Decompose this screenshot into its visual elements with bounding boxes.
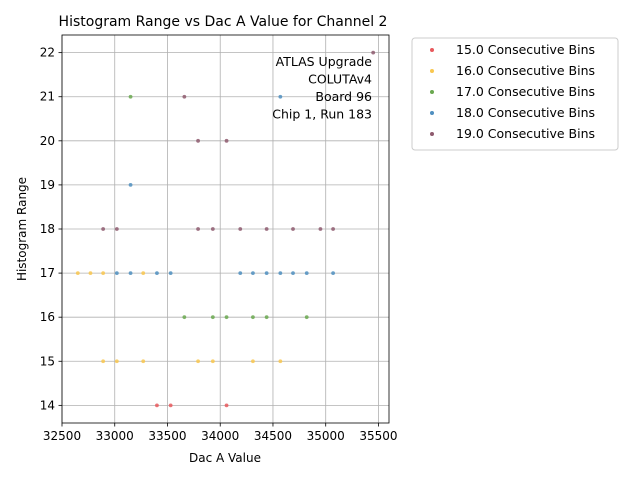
legend-marker [430,90,434,94]
scatter-point-series-3 [304,271,309,275]
x-tick-label: 34500 [254,429,292,443]
scatter-point-series-3 [278,94,283,99]
x-axis-ticks: 32500 33000 33500 34000 34500 35000 35500 [43,423,398,443]
scatter-point-series-2 [128,94,133,99]
scatter-point-series-4 [196,227,200,231]
legend-marker [430,132,434,136]
y-tick-label: 21 [40,90,55,104]
y-axis-ticks: 14 15 16 17 18 19 20 21 22 [40,46,62,412]
scatter-point-series-2 [251,315,255,320]
scatter-point-series-4 [210,227,215,231]
scatter-point-series-4 [371,50,376,55]
scatter-point-series-0 [168,403,173,408]
legend-marker [430,111,434,115]
scatter-point-series-4 [114,227,119,231]
scatter-point-series-1 [210,359,215,364]
x-tick-label: 33000 [96,429,134,443]
y-tick-label: 16 [40,310,55,324]
scatter-point-series-4 [291,227,295,231]
scatter-point-series-3 [278,271,283,275]
legend: 15.0 Consecutive Bins 16.0 Consecutive Bi… [411,37,619,151]
scatter-point-series-3 [238,271,243,275]
x-tick-label: 34000 [201,429,239,443]
x-tick-label: 33500 [148,429,186,443]
scatter-point-series-4 [101,227,106,231]
scatter-point-series-4 [224,138,229,143]
y-tick-label: 15 [40,354,55,368]
chart-title: Histogram Range vs Dac A Value for Chann… [59,14,388,30]
legend-label: 19.0 Consecutive Bins [456,126,595,141]
scatter-point-series-2 [182,315,187,320]
scatter-point-series-1 [141,271,146,275]
scatter-point-series-3 [331,271,335,275]
scatter-point-series-4 [196,138,200,143]
legend-marker [430,48,434,52]
scatter-point-series-2 [304,315,309,320]
scatter-point-series-2 [264,315,269,320]
legend-marker [430,69,434,73]
chart-annotation: ATLAS Upgrade COLUTAv4 Board 96 Chip 1, Run… [272,54,372,122]
scatter-point-series-4 [264,227,269,231]
scatter-point-series-2 [224,315,229,320]
scatter-point-series-4 [331,227,335,231]
x-tick-label: 32500 [43,429,81,443]
scatter-point-series-2 [210,315,215,320]
scatter-point-series-1 [251,359,255,364]
legend-label: 16.0 Consecutive Bins [456,63,595,78]
x-axis-label: Dac A Value [189,451,261,465]
scatter-point-series-4 [238,227,243,231]
scatter-point-series-3 [168,271,173,275]
y-tick-label: 17 [40,266,55,280]
scatter-point-series-3 [291,271,295,275]
scatter-point-series-1 [101,359,106,364]
scatter-point-series-1 [101,271,106,275]
scatter-point-series-3 [155,271,159,275]
legend-label: 15.0 Consecutive Bins [456,42,595,57]
y-tick-label: 20 [40,134,55,148]
annotation-line: ATLAS Upgrade [276,54,373,69]
scatter-point-series-3 [251,271,255,275]
y-tick-label: 22 [40,46,55,60]
x-tick-label: 35000 [307,429,345,443]
annotation-line: Chip 1, Run 183 [272,107,372,122]
scatter-point-series-3 [264,271,269,275]
scatter-point-series-1 [196,359,200,364]
x-tick-label: 35500 [359,429,397,443]
annotation-line: COLUTAv4 [308,72,372,87]
legend-label: 18.0 Consecutive Bins [456,105,595,120]
data-points [75,50,376,408]
scatter-point-series-1 [88,271,93,275]
scatter-point-series-4 [182,94,187,99]
scatter-point-series-1 [75,271,80,275]
scatter-point-series-3 [128,271,133,275]
scatter-point-series-1 [141,359,146,364]
y-tick-label: 14 [40,398,55,412]
scatter-point-series-0 [224,403,229,408]
scatter-point-series-1 [278,359,283,364]
scatter-point-series-1 [114,359,119,364]
y-axis-label: Histogram Range [15,177,29,281]
annotation-line: Board 96 [315,89,372,104]
scatter-point-series-0 [155,403,159,408]
legend-label: 17.0 Consecutive Bins [456,84,595,99]
scatter-point-series-3 [128,183,133,187]
y-tick-label: 19 [40,178,55,192]
y-tick-label: 18 [40,222,55,236]
scatter-point-series-4 [318,227,323,231]
scatter-point-series-3 [114,271,119,275]
legend-box [411,37,619,151]
